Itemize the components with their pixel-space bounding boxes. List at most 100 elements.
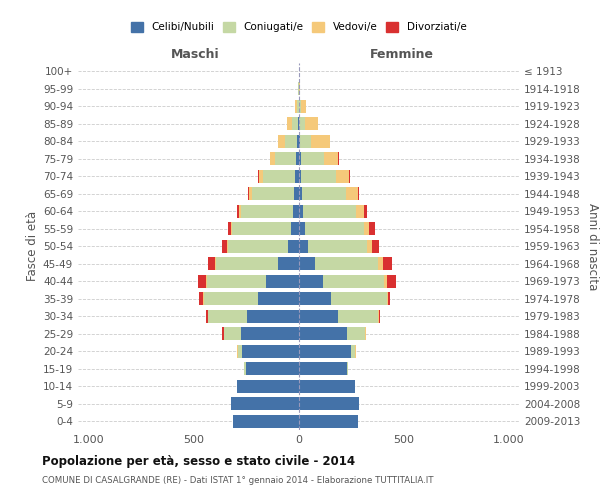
Bar [323, 274, 383, 288]
Bar [299, 204, 303, 218]
Bar [291, 222, 299, 235]
Text: Maschi: Maschi [170, 48, 219, 60]
Bar [299, 170, 301, 183]
Bar [244, 362, 246, 376]
Bar [241, 327, 299, 340]
Bar [299, 257, 316, 270]
Bar [299, 414, 358, 428]
Bar [227, 240, 228, 253]
Bar [383, 257, 392, 270]
Bar [388, 292, 390, 306]
Bar [228, 240, 288, 253]
Bar [277, 257, 299, 270]
Bar [232, 222, 291, 235]
Text: COMUNE DI CASALGRANDE (RE) - Dati ISTAT 1° gennaio 2014 - Elaborazione TUTTITALI: COMUNE DI CASALGRANDE (RE) - Dati ISTAT … [42, 476, 433, 485]
Bar [295, 170, 299, 183]
Bar [288, 240, 299, 253]
Bar [204, 292, 257, 306]
Bar [270, 152, 275, 166]
Bar [253, 187, 295, 200]
Bar [316, 257, 379, 270]
Bar [206, 310, 208, 323]
Bar [299, 344, 351, 358]
Bar [299, 240, 308, 253]
Bar [285, 134, 298, 148]
Bar [299, 100, 301, 113]
Bar [296, 152, 299, 166]
Bar [223, 327, 224, 340]
Bar [266, 274, 299, 288]
Bar [236, 204, 239, 218]
Bar [324, 152, 338, 166]
Bar [347, 327, 365, 340]
Bar [249, 187, 253, 200]
Bar [238, 344, 242, 358]
Bar [299, 310, 338, 323]
Bar [356, 204, 364, 218]
Bar [299, 292, 331, 306]
Bar [239, 204, 241, 218]
Bar [232, 397, 299, 410]
Bar [303, 204, 356, 218]
Bar [346, 187, 358, 200]
Bar [233, 414, 299, 428]
Bar [297, 100, 299, 113]
Bar [241, 204, 293, 218]
Bar [198, 274, 206, 288]
Bar [299, 187, 302, 200]
Bar [369, 222, 375, 235]
Bar [299, 117, 305, 130]
Bar [335, 170, 349, 183]
Bar [299, 327, 347, 340]
Bar [331, 292, 387, 306]
Bar [299, 152, 301, 166]
Bar [338, 310, 378, 323]
Bar [263, 170, 295, 183]
Bar [295, 100, 297, 113]
Bar [247, 310, 299, 323]
Bar [299, 397, 359, 410]
Bar [367, 240, 372, 253]
Y-axis label: Anni di nascita: Anni di nascita [586, 202, 599, 290]
Bar [206, 274, 207, 288]
Bar [199, 292, 203, 306]
Bar [365, 327, 366, 340]
Y-axis label: Fasce di età: Fasce di età [26, 211, 39, 282]
Bar [259, 170, 263, 183]
Text: Femmine: Femmine [370, 48, 434, 60]
Bar [257, 292, 299, 306]
Bar [224, 327, 241, 340]
Bar [295, 187, 299, 200]
Bar [308, 240, 367, 253]
Bar [347, 362, 349, 376]
Bar [299, 380, 355, 393]
Bar [364, 222, 369, 235]
Bar [299, 134, 311, 148]
Bar [208, 310, 247, 323]
Bar [228, 222, 232, 235]
Legend: Celibi/Nubili, Coniugati/e, Vedovi/e, Divorziati/e: Celibi/Nubili, Coniugati/e, Vedovi/e, Di… [127, 18, 470, 36]
Bar [358, 187, 359, 200]
Bar [299, 274, 323, 288]
Bar [301, 100, 306, 113]
Bar [215, 257, 277, 270]
Bar [222, 240, 227, 253]
Bar [349, 170, 350, 183]
Bar [275, 152, 296, 166]
Bar [383, 274, 387, 288]
Bar [246, 362, 299, 376]
Bar [298, 134, 299, 148]
Bar [236, 380, 299, 393]
Bar [305, 222, 364, 235]
Bar [299, 362, 347, 376]
Bar [292, 117, 298, 130]
Bar [372, 240, 379, 253]
Text: Popolazione per età, sesso e stato civile - 2014: Popolazione per età, sesso e stato civil… [42, 455, 355, 468]
Bar [379, 310, 380, 323]
Bar [207, 274, 266, 288]
Bar [301, 170, 335, 183]
Bar [364, 204, 367, 218]
Bar [257, 170, 259, 183]
Bar [311, 134, 330, 148]
Bar [301, 152, 324, 166]
